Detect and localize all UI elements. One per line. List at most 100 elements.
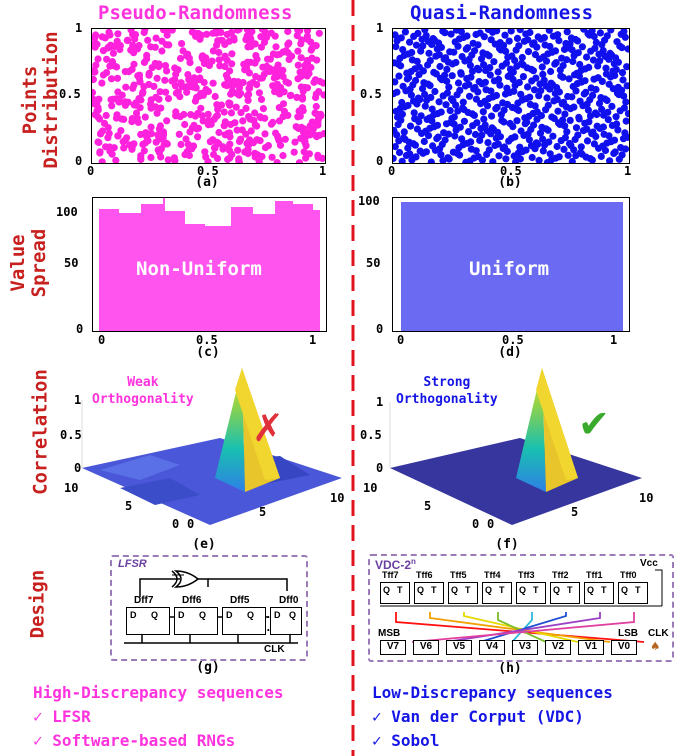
scatter-point	[413, 57, 421, 65]
scatter-point	[108, 102, 116, 110]
scatter-point	[524, 36, 532, 44]
scatter-point	[542, 106, 550, 114]
scatter-point	[150, 82, 158, 90]
scatter-point	[112, 156, 120, 163]
scatter-point	[538, 123, 546, 131]
scatter-point	[317, 110, 325, 118]
scatter-point	[430, 68, 438, 76]
scatter-point	[223, 82, 231, 90]
scatter-point	[294, 75, 302, 83]
scatter-point	[607, 29, 615, 34]
scatter-point	[411, 141, 419, 149]
scatter-point	[601, 36, 609, 44]
scatter-point	[557, 137, 565, 145]
hist-d-xtick: 1	[610, 333, 618, 347]
scatter-point	[102, 111, 110, 120]
scatter-point	[115, 98, 123, 106]
scatter-point	[214, 105, 222, 113]
scatter-point	[298, 95, 307, 103]
scatter-point	[567, 34, 575, 42]
scatter-point	[98, 33, 106, 41]
scatter-point	[209, 79, 217, 87]
scatter-point	[393, 59, 398, 67]
scatter-point	[245, 69, 253, 77]
scatter-point	[297, 83, 305, 91]
scatter-point	[398, 98, 406, 107]
scatter-point	[117, 127, 125, 135]
scatter-point	[572, 124, 581, 132]
scatter-point	[256, 137, 264, 145]
corr-f-axistick: 0	[472, 517, 480, 531]
scatter-point	[247, 127, 255, 135]
scatter-point	[602, 70, 610, 78]
scatter-point	[469, 122, 477, 130]
scatter-point	[443, 65, 451, 73]
scatter-point	[443, 77, 451, 85]
scatter-point	[586, 112, 595, 120]
scatter-point	[141, 29, 149, 33]
scatter-point	[582, 153, 590, 161]
scatter-point	[182, 135, 190, 143]
scatter-point	[294, 47, 302, 55]
hist-d-xtick: 0	[397, 333, 405, 347]
scatter-point	[220, 122, 228, 130]
scatter-point	[147, 130, 155, 138]
scatter-point	[509, 75, 517, 84]
scatter-point	[320, 91, 325, 99]
scatter-point	[447, 30, 455, 38]
non-uniform-label: Non-Uniform	[136, 258, 262, 280]
scatter-point	[592, 38, 600, 46]
panel-label-d: (d)	[498, 345, 522, 360]
scatter-point	[313, 56, 321, 64]
scatter-point	[135, 74, 144, 82]
scatter-point	[439, 157, 447, 163]
scatter-point	[433, 135, 441, 143]
tff-label: Tff0	[620, 570, 637, 580]
tff-label: Tff5	[450, 570, 467, 580]
scatter-point	[614, 83, 622, 91]
scatter-point	[113, 111, 121, 119]
scatter-point	[553, 95, 561, 103]
scatter-a-ytick: 0.5	[59, 87, 81, 101]
vdc-clk-label: CLK	[648, 628, 669, 639]
scatter-point	[248, 29, 256, 36]
scatter-point	[465, 128, 473, 136]
scatter-point	[481, 78, 489, 86]
scatter-point	[175, 130, 183, 138]
scatter-point	[225, 129, 234, 137]
scatter-point	[208, 57, 216, 65]
scatter-point	[164, 156, 172, 163]
scatter-point	[446, 48, 454, 56]
scatter-point	[453, 91, 461, 99]
scatter-point	[490, 58, 498, 66]
scatter-point	[571, 135, 579, 144]
scatter-point	[204, 110, 212, 118]
scatter-point	[578, 43, 586, 51]
scatter-point	[105, 29, 113, 36]
scatter-point	[568, 157, 576, 163]
scatter-points-quasi	[393, 29, 629, 163]
scatter-point	[113, 37, 121, 45]
vdc-output-box: V5	[446, 640, 472, 655]
hist-c-ytick: 100	[56, 205, 78, 219]
scatter-point	[598, 105, 606, 113]
corr-f-axistick: 5	[571, 505, 579, 519]
scatter-point	[493, 29, 501, 35]
scatter-point	[186, 59, 194, 67]
scatter-point	[161, 62, 170, 70]
vdc-output-box: V1	[578, 640, 604, 655]
scatter-point	[194, 29, 202, 38]
scatter-point	[437, 108, 445, 116]
scatter-point	[548, 113, 556, 121]
high-discrepancy-item: ✓ Software-based RNGs	[33, 731, 236, 750]
scatter-point	[620, 92, 628, 100]
pseudo-correlation-surface	[81, 368, 342, 525]
scatter-point	[226, 99, 234, 107]
scatter-point	[444, 130, 453, 138]
scatter-point	[96, 130, 105, 138]
scatter-point	[471, 130, 480, 139]
scatter-point	[298, 104, 307, 112]
row-label-design: Design	[26, 569, 49, 639]
scatter-point	[604, 116, 612, 124]
